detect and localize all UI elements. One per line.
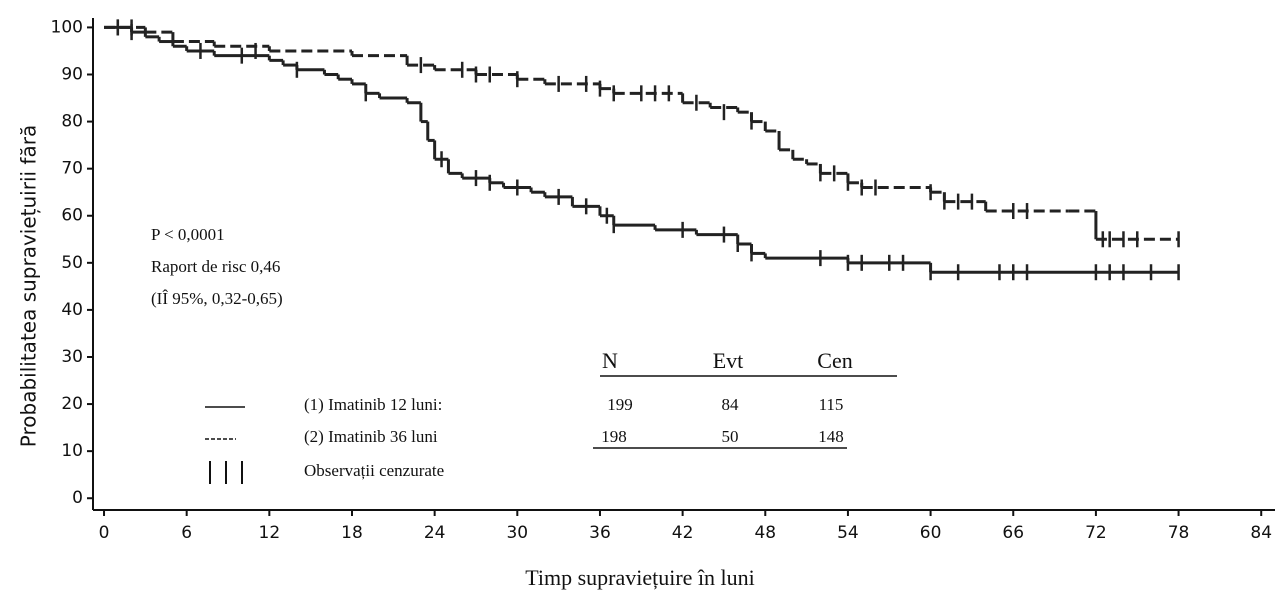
x-tick-label: 54 <box>837 523 859 543</box>
table-cell: 198 <box>601 427 627 446</box>
table-header: Cen <box>817 348 852 373</box>
table-cell: 50 <box>722 427 739 446</box>
y-tick-label: 20 <box>61 394 83 414</box>
y-tick-label: 30 <box>61 347 83 367</box>
table-header: Evt <box>713 348 744 373</box>
x-tick-label: 0 <box>99 523 110 543</box>
y-tick-label: 40 <box>61 300 83 320</box>
x-tick-label: 48 <box>754 523 776 543</box>
legend-label: (2) Imatinib 36 luni <box>304 427 438 446</box>
table-cell: 199 <box>607 395 633 414</box>
x-tick-label: 6 <box>181 523 192 543</box>
table-cell: 115 <box>819 395 844 414</box>
legend-label: (1) Imatinib 12 luni: <box>304 395 442 414</box>
x-tick-label: 18 <box>341 523 363 543</box>
x-tick-label: 12 <box>259 523 281 543</box>
y-tick-label: 0 <box>72 488 83 508</box>
annotation: P < 0,0001 <box>151 225 225 244</box>
legend-label: Observații cenzurate <box>304 461 444 480</box>
y-axis-label: Probabilitatea supraviețuirii fără <box>17 125 41 447</box>
x-tick-label: 72 <box>1085 523 1107 543</box>
x-tick-label: 66 <box>1002 523 1024 543</box>
table-cell: 84 <box>722 395 740 414</box>
x-tick-label: 30 <box>506 523 528 543</box>
x-axis-label: Timp supraviețuire în luni <box>525 565 755 590</box>
table-header: N <box>602 348 618 373</box>
annotation: Raport de risc 0,46 <box>151 257 280 276</box>
y-tick-label: 100 <box>51 17 83 37</box>
x-tick-label: 24 <box>424 523 446 543</box>
annotation: (IÎ 95%, 0,32-0,65) <box>151 289 283 308</box>
x-tick-label: 42 <box>672 523 694 543</box>
x-tick-label: 78 <box>1168 523 1190 543</box>
y-tick-label: 70 <box>61 159 83 179</box>
y-tick-label: 60 <box>61 206 83 226</box>
y-tick-label: 80 <box>61 112 83 132</box>
table-cell: 148 <box>818 427 844 446</box>
x-tick-label: 36 <box>589 523 611 543</box>
x-tick-label: 60 <box>920 523 942 543</box>
y-tick-label: 50 <box>61 253 83 273</box>
x-tick-label: 84 <box>1250 523 1272 543</box>
y-tick-label: 10 <box>61 441 83 461</box>
y-tick-label: 90 <box>61 64 83 84</box>
